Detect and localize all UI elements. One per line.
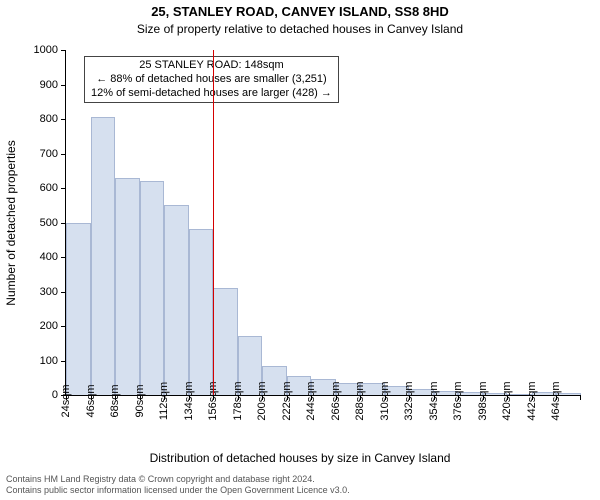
ytick-label: 300 [40,286,58,298]
xtick [580,395,581,400]
xtick-label: 178sqm [232,381,244,420]
xtick-label: 200sqm [256,381,268,420]
xtick-label: 222sqm [281,381,293,420]
ytick-label: 500 [40,217,58,229]
histogram-bar [164,205,189,395]
xtick-label: 112sqm [158,382,170,420]
xtick-label: 398sqm [477,381,489,420]
xtick-label: 46sqm [85,384,97,417]
annotation-line: 25 STANLEY ROAD: 148sqm [91,59,332,73]
ytick [61,188,66,189]
ytick-label: 100 [40,355,58,367]
xtick-label: 464sqm [550,381,562,420]
ytick [61,85,66,86]
histogram-bar [189,229,214,395]
chart-container: 25, STANLEY ROAD, CANVEY ISLAND, SS8 8HD… [0,0,600,500]
annotation-line: 12% of semi-detached houses are larger (… [91,87,332,101]
ytick-label: 400 [40,251,58,263]
ytick-label: 900 [40,79,58,91]
chart-title: 25, STANLEY ROAD, CANVEY ISLAND, SS8 8HD [0,4,600,19]
xtick-label: 332sqm [403,381,415,420]
xtick-label: 288sqm [354,381,366,420]
histogram-bar [91,117,116,395]
xtick-label: 90sqm [134,384,146,417]
histogram-bar [213,288,238,395]
ytick-label: 1000 [34,44,58,56]
xtick-label: 420sqm [501,381,513,420]
histogram-bar [140,181,165,395]
ytick [61,119,66,120]
xtick-label: 68sqm [109,384,121,417]
x-axis-label: Distribution of detached houses by size … [0,451,600,465]
plot-area: 25 STANLEY ROAD: 148sqm← 88% of detached… [65,50,581,396]
chart-subtitle: Size of property relative to detached ho… [0,22,600,36]
attribution-footer: Contains HM Land Registry data © Crown c… [6,474,350,497]
histogram-bar [115,178,140,395]
marker-line [213,50,214,395]
xtick-label: 266sqm [330,381,342,420]
footer-line: Contains HM Land Registry data © Crown c… [6,474,350,485]
ytick-label: 0 [52,389,58,401]
xtick-label: 354sqm [428,381,440,420]
ytick-label: 800 [40,113,58,125]
xtick-label: 376sqm [452,381,464,420]
xtick-label: 134sqm [183,381,195,420]
histogram-bar [66,223,91,396]
ytick-label: 200 [40,320,58,332]
xtick-label: 244sqm [305,381,317,420]
footer-line: Contains public sector information licen… [6,485,350,496]
xtick-label: 442sqm [526,381,538,420]
xtick-label: 24sqm [60,384,72,417]
xtick-label: 310sqm [379,381,391,420]
ytick [61,50,66,51]
marker-annotation: 25 STANLEY ROAD: 148sqm← 88% of detached… [84,56,339,103]
ytick [61,154,66,155]
y-axis-label: Number of detached properties [4,140,18,305]
ytick-label: 700 [40,148,58,160]
ytick-label: 600 [40,182,58,194]
annotation-line: ← 88% of detached houses are smaller (3,… [91,73,332,87]
